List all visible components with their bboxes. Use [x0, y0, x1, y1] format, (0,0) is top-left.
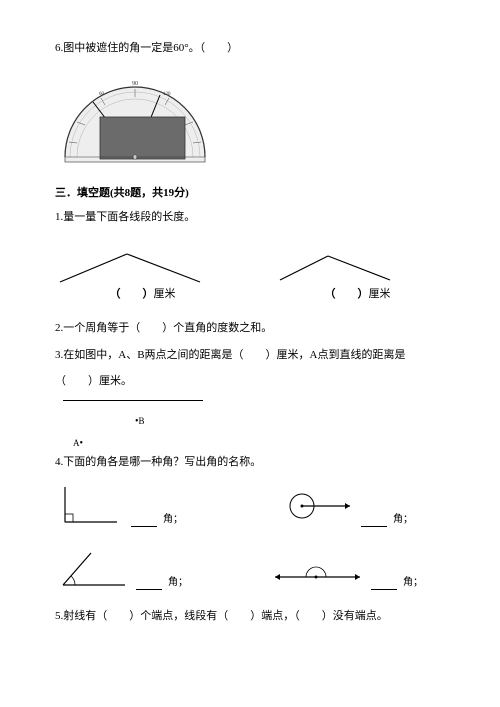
angle-label-3: 角； — [168, 575, 188, 590]
blank-angle-2[interactable] — [361, 515, 387, 527]
measure-figure-1: （ ）厘米 — [55, 242, 230, 303]
fill-q4: 4.下面的角各是哪一种角？写出角的名称。 — [55, 454, 445, 471]
blank-angle-4[interactable] — [371, 578, 397, 590]
angle-acute: 角； — [55, 545, 230, 590]
point-b-label: B — [139, 416, 145, 426]
measure-figure-2: （ ）厘米 — [270, 242, 445, 303]
point-b: •B — [135, 413, 445, 430]
angle-row-1: 角； 角； — [55, 482, 445, 527]
angle-full: 角； — [270, 482, 445, 527]
unit-cm-1: 厘米 — [154, 288, 176, 300]
fill-q5: 5.射线有（ ）个端点，线段有（ ）端点，（ ）没有端点。 — [55, 608, 445, 625]
angle-label-1: 角； — [163, 512, 183, 527]
fill-q3-line1: 3.在如图中，A、B两点之间的距离是（ ）厘米，A点到直线的距离是 — [55, 347, 445, 364]
section-3-title: 三．填空题(共8题，共19分) — [55, 185, 445, 202]
unit-cm-2: 厘米 — [369, 288, 391, 300]
angle-label-4: 角； — [403, 575, 423, 590]
protractor-figure: 90 60 120 — [55, 67, 445, 167]
angle-right: 角； — [55, 482, 230, 527]
q3-horizontal-line — [63, 400, 203, 401]
protractor-svg: 90 60 120 — [55, 67, 215, 167]
point-a: A• — [73, 435, 445, 452]
angle-label-2: 角； — [393, 512, 413, 527]
question-6-text: 6.图中被遮住的角一定是60°。（ ） — [55, 42, 238, 54]
svg-text:120: 120 — [163, 92, 171, 97]
blank-angle-3[interactable] — [136, 578, 162, 590]
fill-q3-line2: （ ）厘米。 — [55, 373, 445, 390]
fill-q2: 2.一个周角等于（ ）个直角的度数之和。 — [55, 320, 445, 337]
angle-row-2: 角； 角； — [55, 545, 445, 590]
blank-angle-1[interactable] — [131, 515, 157, 527]
measure-figures: （ ）厘米 （ ）厘米 — [55, 242, 445, 303]
svg-text:60: 60 — [99, 92, 105, 97]
question-6: 6.图中被遮住的角一定是60°。（ ） — [55, 40, 445, 57]
fill-q1: 1.量一量下面各线段的长度。 — [55, 209, 445, 226]
svg-text:90: 90 — [132, 81, 138, 87]
angle-straight: 角； — [270, 545, 445, 590]
